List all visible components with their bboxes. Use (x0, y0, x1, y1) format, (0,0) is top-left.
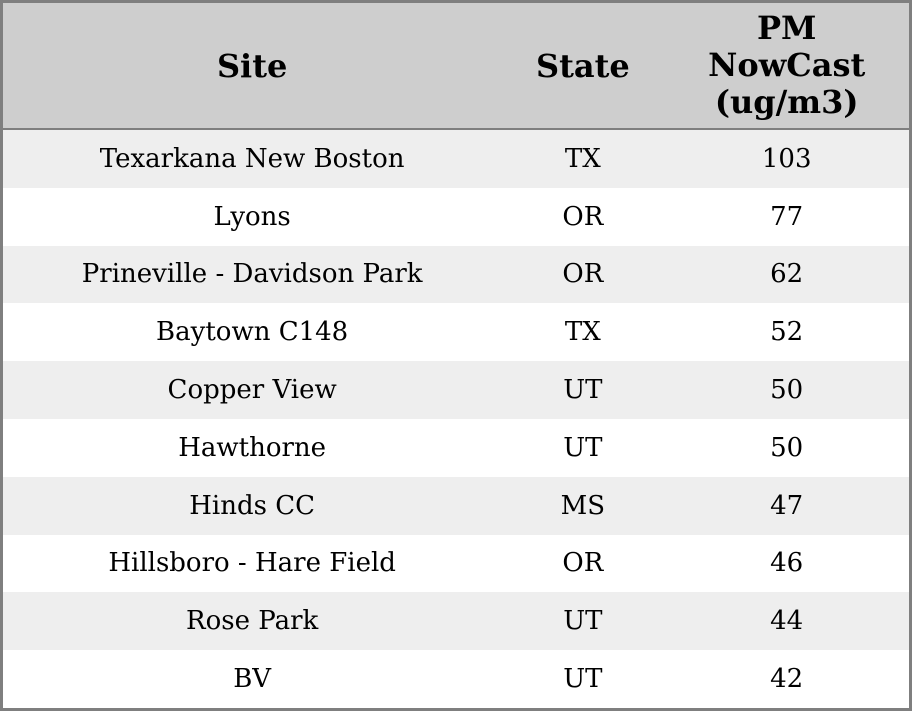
pm-nowcast-cell: 44 (770, 606, 804, 637)
pm-nowcast-cell: 46 (770, 548, 804, 579)
site-cell: Rose Park (186, 606, 319, 637)
pm-nowcast-cell: 62 (770, 259, 804, 290)
site-cell: Texarkana New Boston (99, 143, 405, 174)
state-cell: UT (563, 432, 603, 463)
site-cell: Hawthorne (178, 432, 327, 463)
pm-nowcast-cell: 52 (770, 317, 804, 348)
state-cell: OR (562, 548, 604, 579)
site-cell: Lyons (213, 201, 291, 232)
site-cell: Baytown C148 (156, 317, 349, 348)
state-cell: UT (563, 606, 603, 637)
column-header-site: Site (216, 46, 288, 85)
table-row: Prineville - Davidson Park OR 62 (3, 245, 909, 304)
site-cell: Hillsboro - Hare Field (108, 548, 396, 579)
state-cell: TX (564, 317, 601, 348)
pm-nowcast-cell: 77 (770, 201, 804, 232)
pm-nowcast-cell: 42 (770, 664, 804, 695)
state-cell: UT (563, 664, 603, 695)
table-row: Hillsboro - Hare Field OR 46 (3, 534, 909, 593)
state-cell: MS (560, 490, 606, 521)
table-row: Hawthorne UT 50 (3, 418, 909, 477)
table-row: BV UT 42 (3, 650, 909, 708)
column-header-state: State (535, 46, 630, 85)
table-body: Texarkana New Boston TX 103 Lyons OR 77 … (3, 130, 909, 708)
state-cell: TX (564, 143, 601, 174)
site-cell: BV (233, 664, 272, 695)
table-header-row: Site State PM NowCast (ug/m3) (3, 3, 909, 130)
state-cell: OR (562, 201, 604, 232)
table-row: Texarkana New Boston TX 103 (3, 130, 909, 188)
pm-nowcast-cell: 103 (761, 143, 812, 174)
site-cell: Prineville - Davidson Park (81, 259, 423, 290)
pm-nowcast-cell: 50 (770, 375, 804, 406)
state-cell: UT (563, 375, 603, 406)
site-cell: Hinds CC (189, 490, 316, 521)
pm-nowcast-cell: 47 (770, 490, 804, 521)
table-row: Rose Park UT 44 (3, 592, 909, 651)
pm-nowcast-cell: 50 (770, 432, 804, 463)
table-row: Hinds CC MS 47 (3, 476, 909, 535)
state-cell: OR (562, 259, 604, 290)
table-row: Lyons OR 77 (3, 187, 909, 246)
column-header-pm-nowcast: PM NowCast (ug/m3) (708, 9, 866, 121)
table-row: Copper View UT 50 (3, 361, 909, 419)
table-row: Baytown C148 TX 52 (3, 303, 909, 362)
site-cell: Copper View (167, 375, 337, 406)
